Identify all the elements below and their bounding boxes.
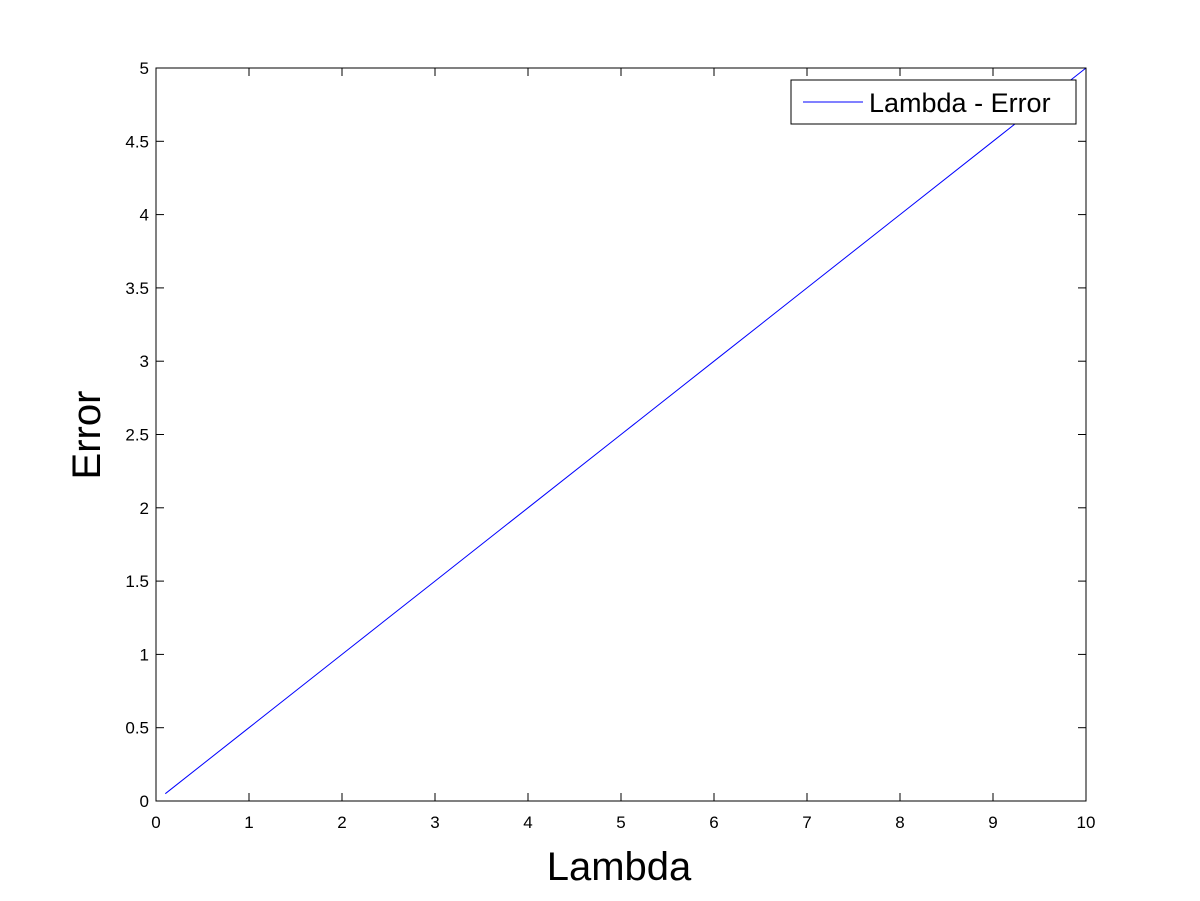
legend-label: Lambda - Error [869, 88, 1051, 118]
y-axis-label: Error [65, 391, 109, 480]
y-tick-label: 0.5 [125, 719, 149, 738]
x-tick-label: 10 [1077, 813, 1096, 832]
x-tick-label: 4 [523, 813, 532, 832]
y-tick-label: 3 [140, 352, 149, 371]
y-tick-label: 2 [140, 499, 149, 518]
y-tick-label: 4 [140, 206, 149, 225]
series-line-0 [164, 67, 1087, 795]
x-tick-label: 3 [430, 813, 439, 832]
x-tick-labels: 0 1 2 3 4 5 6 7 8 9 10 [151, 813, 1095, 832]
y-tick-label: 0 [140, 792, 149, 811]
x-axis-label: Lambda [547, 845, 692, 889]
x-tick-label: 6 [709, 813, 718, 832]
x-tick-label: 1 [244, 813, 253, 832]
axes-frame [155, 67, 1087, 802]
y-tick-label: 1 [140, 645, 149, 664]
x-tick-label: 5 [616, 813, 625, 832]
y-tick-label: 1.5 [125, 572, 149, 591]
x-tick-label: 2 [337, 813, 346, 832]
x-tick-label: 7 [802, 813, 811, 832]
x-tick-label: 0 [151, 813, 160, 832]
y-tick-label: 5 [140, 59, 149, 78]
y-tick-label: 4.5 [125, 132, 149, 151]
y-tick-labels: 0 0.5 1 1.5 2 2.5 3 3.5 4 4.5 5 [125, 59, 149, 811]
x-tick-label: 8 [895, 813, 904, 832]
legend: Lambda - Error [790, 79, 1077, 125]
y-tick-label: 2.5 [125, 426, 149, 445]
series-layer [164, 67, 1087, 795]
y-tick-label: 3.5 [125, 279, 149, 298]
x-tick-label: 9 [988, 813, 997, 832]
